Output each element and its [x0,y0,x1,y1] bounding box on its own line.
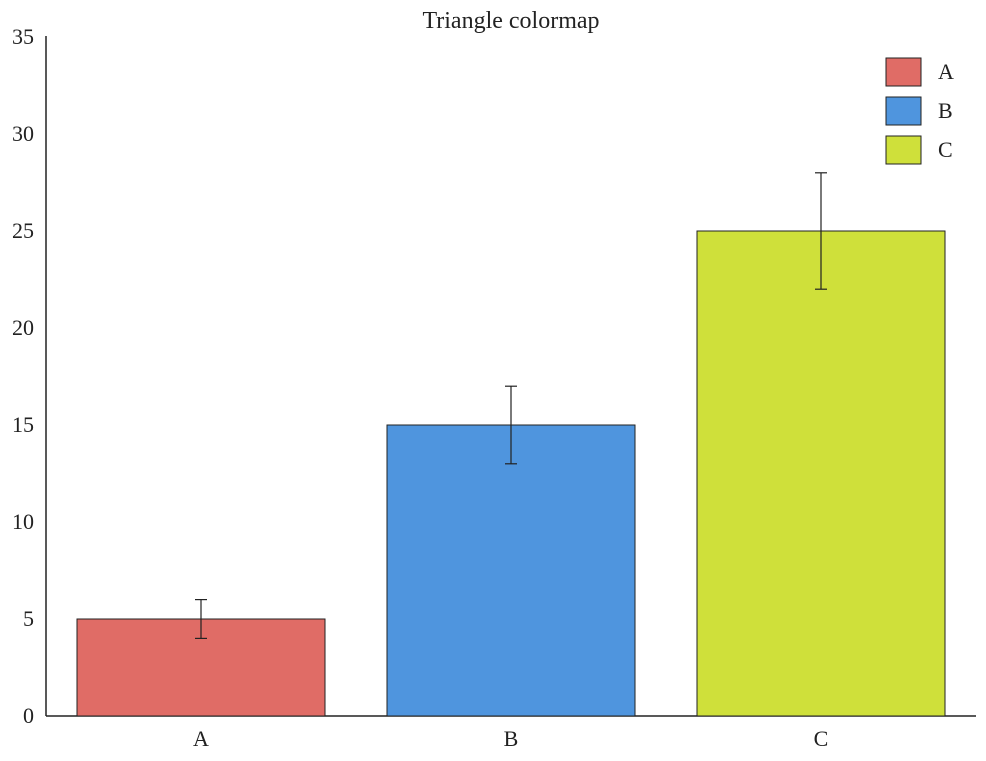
error-bars [195,172,827,640]
bar-b [386,424,636,717]
legend-label: A [938,59,954,84]
bar-c [696,230,946,717]
legend-label: B [938,98,953,123]
legend-swatch-b [885,96,922,126]
x-tick-label: C [814,726,829,751]
y-tick-label: 25 [12,218,34,243]
bars [76,230,946,717]
y-tick-label: 15 [12,412,34,437]
legend-swatch-a [885,57,922,87]
x-tick-label: A [193,726,209,751]
y-tick-label: 30 [12,121,34,146]
y-tick-label: 0 [23,703,34,728]
legend: ABC [885,57,954,165]
y-tick-label: 10 [12,509,34,534]
x-axis: A B C [46,715,976,751]
y-tick-label: 20 [12,315,34,340]
y-axis: 0 5 10 15 20 25 30 35 [12,24,47,728]
chart-title: Triangle colormap [422,8,599,34]
y-tick-label: 5 [23,606,34,631]
legend-label: C [938,137,953,162]
x-tick-label: B [504,726,519,751]
y-tick-label: 35 [12,24,34,49]
legend-swatch-c [885,135,922,165]
